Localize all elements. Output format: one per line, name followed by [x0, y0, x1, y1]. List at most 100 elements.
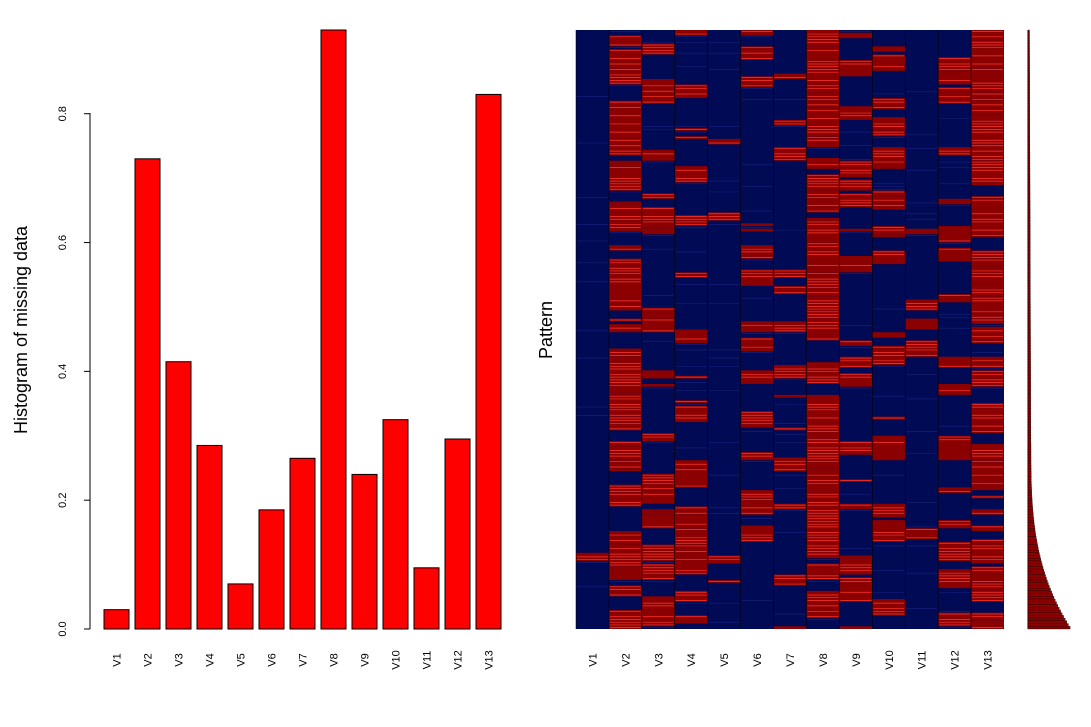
bar-v13: [475, 93, 502, 630]
frequency-bar: [1027, 302, 1031, 306]
frequency-bar: [1027, 337, 1031, 341]
heatmap-cell-missing: [872, 98, 906, 109]
heatmap-cell-missing: [674, 471, 708, 488]
heatmap-cell-missing: [740, 30, 774, 36]
heatmap-cell-missing: [806, 452, 840, 469]
frequency-bar: [1027, 612, 1063, 616]
heatmap-cell-missing: [971, 408, 1004, 414]
frequency-bar: [1027, 555, 1041, 559]
heatmap-cell-missing: [806, 117, 840, 126]
heatmap-cell-missing: [971, 296, 1004, 314]
heatmap-cell-missing: [608, 245, 642, 251]
heatmap-cell-missing: [971, 590, 1004, 602]
heatmap-cell-missing: [938, 356, 972, 368]
frequency-bar: [1027, 364, 1031, 368]
heatmap-cell-missing: [674, 272, 708, 278]
frequency-bar: [1027, 427, 1031, 431]
frequency-bar: [1027, 519, 1035, 523]
heatmap-cell-missing: [608, 160, 642, 167]
heatmap-cell-missing: [674, 563, 708, 575]
y-tick-label: 0.4: [57, 364, 69, 379]
frequency-bar: [1027, 620, 1067, 624]
x-tick-label: V5: [236, 653, 248, 666]
heatmap-cell-missing: [872, 130, 906, 137]
frequency-bar: [1027, 70, 1030, 74]
heatmap-cell-missing: [641, 473, 675, 491]
heatmap-cell-missing: [641, 307, 675, 319]
frequency-bar: [1027, 62, 1030, 66]
frequency-bar: [1027, 204, 1031, 208]
frequency-bar: [1027, 568, 1044, 572]
heatmap-cell-missing: [641, 149, 675, 161]
x-tick-label: V3: [174, 653, 186, 666]
frequency-bar: [1027, 528, 1036, 532]
frequency-bar: [1027, 127, 1030, 131]
heatmap-cell-missing: [971, 171, 1004, 178]
frequency-bar: [1027, 598, 1056, 602]
frequency-bar: [1027, 43, 1030, 47]
frequency-bar: [1027, 438, 1032, 442]
heatmap-cell-missing: [641, 87, 675, 99]
frequency-bar: [1027, 626, 1071, 630]
frequency-bar: [1027, 473, 1032, 477]
frequency-bar: [1027, 536, 1037, 540]
frequency-bar: [1027, 506, 1033, 510]
frequency-bar: [1027, 108, 1030, 112]
heatmap-cell-missing: [806, 539, 840, 556]
heatmap-cell-missing: [938, 87, 972, 104]
heatmap-cell-missing: [905, 318, 939, 330]
frequency-bar: [1027, 29, 1030, 33]
heatmap-cell-missing: [641, 220, 675, 229]
bar-v7: [289, 457, 316, 630]
frequency-bar: [1027, 454, 1032, 458]
frequency-bar: [1027, 514, 1034, 518]
frequency-bar: [1027, 89, 1030, 93]
heatmap-cell-missing: [971, 462, 1004, 474]
heatmap-cell-missing: [773, 321, 807, 333]
frequency-bar: [1027, 615, 1064, 619]
frequency-bar: [1027, 293, 1031, 297]
y-tick-label: 0.2: [57, 493, 69, 508]
frequency-bar: [1027, 479, 1032, 483]
frequency-bar: [1027, 495, 1033, 499]
frequency-bar: [1027, 558, 1041, 562]
heatmap-cell-missing: [806, 138, 840, 148]
heatmap-cell-missing: [608, 623, 642, 629]
frequency-bar: [1027, 416, 1031, 420]
frequency-bar: [1027, 168, 1031, 172]
heatmap-cell-missing: [971, 30, 1004, 41]
frequency-bar: [1027, 498, 1033, 502]
heatmap-cell-missing: [806, 196, 840, 213]
heatmap-cell-missing: [971, 253, 1004, 259]
frequency-bar: [1027, 451, 1032, 455]
frequency-bar: [1027, 116, 1030, 121]
frequency-bar: [1027, 489, 1032, 494]
frequency-bar: [1027, 76, 1030, 80]
frequency-bar: [1027, 160, 1031, 164]
heatmap-cell-missing: [806, 318, 840, 322]
frequency-bar: [1027, 511, 1034, 515]
heatmap-cell-missing: [641, 544, 675, 561]
heatmap-cell-missing: [608, 533, 642, 540]
frequency-bar: [1027, 449, 1032, 453]
heatmap-cell-missing: [806, 555, 840, 559]
heatmap-cell-missing: [872, 54, 906, 71]
heatmap-cell-missing: [971, 92, 1004, 101]
heatmap-cell-missing: [971, 209, 1004, 224]
heatmap-x-tick-label: V11: [917, 651, 929, 670]
bar-v10: [382, 419, 409, 630]
frequency-bar: [1027, 212, 1031, 216]
heatmap-cell-missing: [872, 449, 906, 453]
frequency-bar: [1027, 310, 1031, 314]
heatmap-cell-missing: [971, 422, 1004, 433]
heatmap-cell-missing: [839, 555, 873, 559]
heatmap-cell-missing: [806, 422, 840, 433]
frequency-bar: [1027, 332, 1031, 336]
heatmap-cell-missing: [608, 383, 642, 390]
heatmap-cell-missing: [641, 206, 675, 221]
frequency-bar: [1027, 46, 1030, 50]
heatmap-cell-missing: [674, 460, 708, 472]
frequency-bar: [1027, 326, 1031, 330]
frequency-bar: [1027, 57, 1030, 61]
frequency-bar: [1027, 146, 1031, 150]
